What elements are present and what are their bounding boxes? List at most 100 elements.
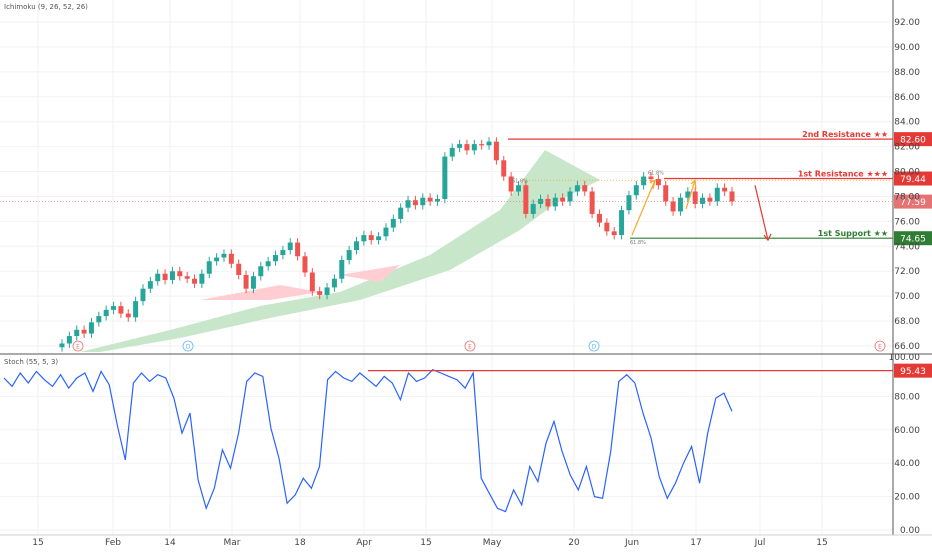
price-tick-label: 82.00 xyxy=(894,143,920,153)
candle xyxy=(147,281,153,289)
time-tick-label: Mar xyxy=(224,538,241,548)
candle xyxy=(125,313,131,318)
candle xyxy=(479,144,485,146)
candle xyxy=(111,306,117,310)
candle xyxy=(177,271,183,277)
candle xyxy=(295,242,301,257)
candle xyxy=(663,185,669,202)
cloud-green xyxy=(80,150,600,352)
time-tick-label: 20 xyxy=(568,538,580,548)
time-tick-label: 15 xyxy=(420,538,431,548)
stoch-level-tag xyxy=(894,363,932,378)
candle xyxy=(250,276,256,289)
fib-label: 61.8% xyxy=(648,171,664,177)
stoch-top-tick-label: 100.00 xyxy=(889,353,921,363)
stoch-indicator-label[interactable]: Stoch (55, 5, 3) xyxy=(4,358,59,366)
candle xyxy=(670,201,676,212)
price-tick-label: 84.00 xyxy=(894,118,920,128)
candle xyxy=(464,144,470,151)
candle xyxy=(729,191,735,202)
ichimoku-indicator-label[interactable]: Ichimoku (9, 26, 52, 26) xyxy=(4,3,88,11)
candle xyxy=(501,160,507,177)
stoch-line xyxy=(3,368,733,513)
arrow-up xyxy=(631,180,656,236)
price-tick-label: 90.00 xyxy=(894,43,920,53)
price-tick-label: 72.00 xyxy=(894,267,920,277)
price-tick-label: 68.00 xyxy=(894,317,920,327)
candle xyxy=(427,197,433,202)
candle xyxy=(596,213,602,223)
event-marker xyxy=(874,340,886,352)
price-tick-label: 70.00 xyxy=(894,292,920,302)
candle xyxy=(361,235,367,242)
candle xyxy=(589,191,595,214)
candle xyxy=(162,273,168,280)
candle xyxy=(368,235,374,241)
candle xyxy=(457,144,463,148)
candle xyxy=(390,218,396,228)
candle xyxy=(317,291,323,295)
candle xyxy=(221,253,227,258)
price-tick-label: 76.00 xyxy=(894,217,920,227)
candle xyxy=(199,273,205,284)
candle xyxy=(405,200,411,208)
candle xyxy=(619,210,625,236)
candle xyxy=(287,242,293,251)
price-tick-label: 80.00 xyxy=(894,168,920,178)
candle xyxy=(398,207,404,219)
candle xyxy=(604,222,610,232)
candle xyxy=(346,250,352,261)
candle xyxy=(471,144,477,151)
annotation-arrows xyxy=(631,179,772,242)
candle xyxy=(96,316,102,323)
level-price-tag-text: 74.65 xyxy=(900,235,926,245)
candle xyxy=(434,198,440,202)
candle xyxy=(486,141,492,146)
arrow-down xyxy=(754,185,769,241)
fib-label: 61.8% xyxy=(630,240,646,246)
candle xyxy=(567,191,573,202)
candle xyxy=(714,187,720,202)
stoch-level-tag-text: 95.43 xyxy=(900,367,926,377)
time-tick-label: 14 xyxy=(164,538,176,548)
price-tick-label: 86.00 xyxy=(894,93,920,103)
grid-lines xyxy=(0,0,893,535)
arrow-head xyxy=(649,179,656,190)
candle xyxy=(169,271,175,280)
candle xyxy=(420,197,426,206)
candle xyxy=(280,250,286,256)
candle xyxy=(383,227,389,237)
level-label: 2nd Resistance ★★ xyxy=(802,130,888,139)
candle xyxy=(442,156,448,199)
level-price-tag xyxy=(894,231,932,246)
candle xyxy=(243,274,249,289)
candle xyxy=(677,197,683,212)
price-tick-label: 88.00 xyxy=(894,68,920,78)
time-tick-label: 18 xyxy=(294,538,306,548)
candle xyxy=(88,322,94,334)
candle xyxy=(626,195,632,211)
candle xyxy=(228,253,234,264)
event-marker xyxy=(72,340,84,352)
candle xyxy=(192,278,198,284)
candle xyxy=(331,278,337,288)
candle xyxy=(412,200,418,206)
event-marker-label: E xyxy=(468,344,472,351)
level-price-tag-text: 79.44 xyxy=(900,175,926,185)
price-tick-label: 92.00 xyxy=(894,18,920,28)
stoch-tick-label: 20.00 xyxy=(894,493,920,503)
candle xyxy=(184,276,190,279)
candle xyxy=(648,176,654,180)
time-tick-label: Feb xyxy=(105,538,121,548)
time-tick-label: 15 xyxy=(32,538,43,548)
arrow-head xyxy=(690,179,697,190)
candle xyxy=(354,241,360,251)
candle xyxy=(508,176,514,192)
candle xyxy=(700,197,706,204)
fib-label: 61.8% xyxy=(512,178,528,184)
candle xyxy=(515,185,521,192)
arrow-head xyxy=(763,233,772,242)
candle xyxy=(214,257,220,262)
